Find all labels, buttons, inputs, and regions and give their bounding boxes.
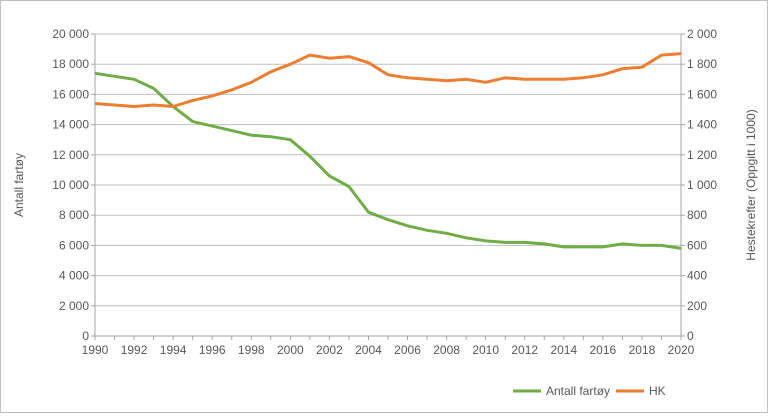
y2-tick-label: 400 — [687, 269, 707, 283]
y2-tick-label: 200 — [687, 299, 707, 313]
y2-tick-label: 0 — [687, 329, 694, 343]
y2-tick-label: 1 400 — [687, 118, 717, 132]
y-tick-label: 6 000 — [59, 238, 89, 252]
x-tick-label: 2012 — [511, 343, 538, 357]
y-tick-label: 8 000 — [59, 208, 89, 222]
y-tick-label: 20 000 — [52, 27, 89, 41]
x-tick-label: 2010 — [472, 343, 499, 357]
legend-label-antall: Antall fartøy — [546, 384, 610, 398]
y-tick-label: 0 — [82, 329, 89, 343]
x-tick-label: 2020 — [668, 343, 695, 357]
y-tick-label: 12 000 — [52, 148, 89, 162]
y2-tick-label: 1 800 — [687, 57, 717, 71]
x-tick-label: 1990 — [82, 343, 109, 357]
y-axis-label: Antall fartøy — [12, 153, 26, 217]
x-tick-label: 2014 — [550, 343, 577, 357]
x-tick-label: 2008 — [433, 343, 460, 357]
y-tick-label: 4 000 — [59, 269, 89, 283]
x-tick-label: 2006 — [394, 343, 421, 357]
x-tick-label: 1992 — [121, 343, 148, 357]
x-tick-label: 2016 — [590, 343, 617, 357]
y-tick-label: 2 000 — [59, 299, 89, 313]
series-line-antall-fartoy — [95, 73, 681, 248]
y2-axis-label: Hestekrefter (Oppgitt i 1000) — [744, 109, 758, 260]
y2-tick-label: 2 000 — [687, 27, 717, 41]
y2-tick-label: 1 000 — [687, 178, 717, 192]
axes: 0 0 2 000 200 4 000 400 6 000 600 8 000 800 10 000… — [52, 27, 717, 357]
y2-tick-label: 600 — [687, 238, 707, 252]
legend-label-hk: HK — [649, 384, 666, 398]
x-tick-label: 1996 — [199, 343, 226, 357]
series-lines — [95, 54, 681, 249]
y2-tick-label: 1 200 — [687, 148, 717, 162]
legend: Antall fartøy HK — [513, 384, 666, 398]
x-tick-label: 2000 — [277, 343, 304, 357]
y-tick-label: 10 000 — [52, 178, 89, 192]
x-tick-label: 2018 — [629, 343, 656, 357]
x-tick-label: 1998 — [238, 343, 265, 357]
y2-tick-label: 800 — [687, 208, 707, 222]
series-line-hk — [95, 54, 681, 107]
y2-tick-label: 1 600 — [687, 87, 717, 101]
y-tick-label: 14 000 — [52, 118, 89, 132]
x-tick-label: 2004 — [355, 343, 382, 357]
x-tick-label: 1994 — [160, 343, 187, 357]
x-tick-label: 2002 — [316, 343, 343, 357]
y-tick-label: 18 000 — [52, 57, 89, 71]
y-tick-label: 16 000 — [52, 87, 89, 101]
